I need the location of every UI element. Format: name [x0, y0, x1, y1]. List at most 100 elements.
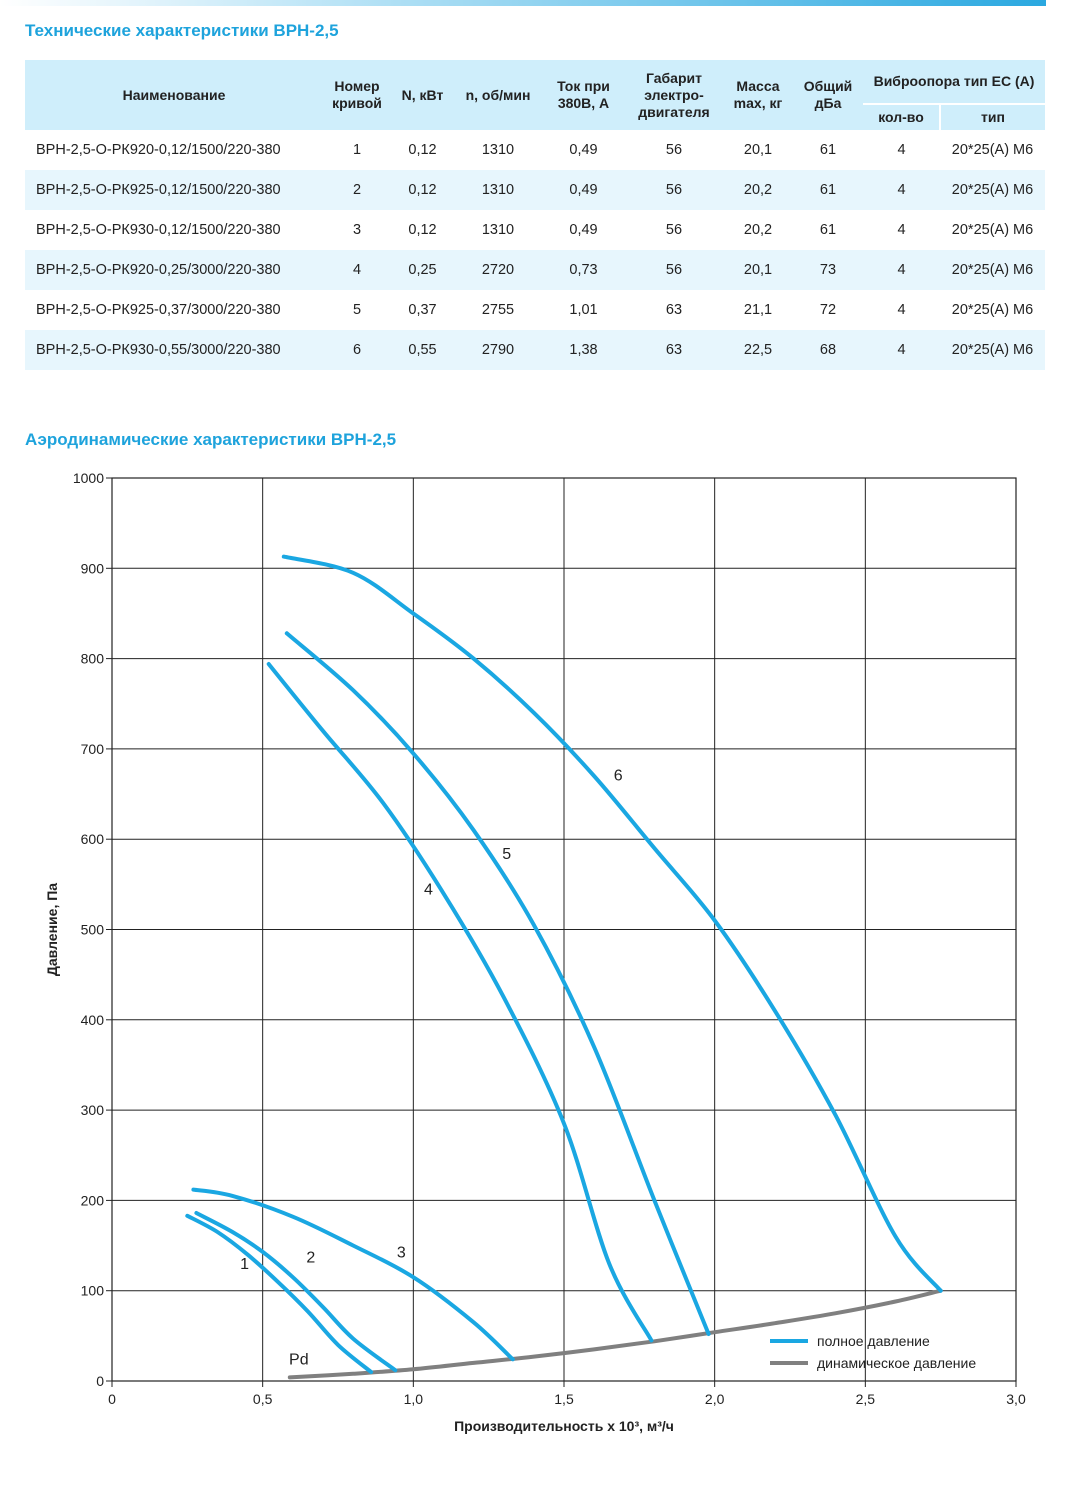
curve-label-6: 6 — [614, 768, 623, 785]
cell-power: 0,37 — [408, 302, 437, 318]
full-pressure-curve-4 — [266, 662, 654, 1343]
cell-curve: 6 — [323, 330, 391, 370]
x-tick-label: 1,5 — [554, 1391, 574, 1407]
spec-table-body: ВРН-2,5-О-РК920-0,12/1500/220-380 1 0,12 13… — [25, 130, 1045, 370]
cell-curve: 2 — [323, 170, 391, 210]
cell-rpm: 2720 — [454, 250, 542, 290]
cell-mass: 20,2 — [723, 170, 793, 210]
col-header-power: N, кВт — [391, 60, 454, 130]
top-accent-bar — [0, 0, 1046, 6]
cell-vibro-type: 20*25(А) М6 — [940, 250, 1045, 290]
cell-current: 0,49 — [569, 222, 598, 238]
curve-label-2: 2 — [306, 1250, 315, 1267]
cell-power: 0,55 — [391, 330, 454, 370]
table-row: ВРН-2,5-О-РК925-0,37/3000/220-380 5 0,37 27… — [25, 290, 1045, 330]
y-tick-label: 900 — [81, 560, 105, 576]
cell-curve: 4 — [323, 250, 391, 290]
cell-vibro-type: 20*25(А) М6 — [940, 170, 1045, 210]
cell-curve: 3 — [352, 222, 362, 238]
cell-motor: 63 — [665, 302, 683, 318]
curve-label-1: 1 — [240, 1256, 249, 1273]
cell-vibro-count: 4 — [897, 142, 906, 158]
curve-label-Pd: Pd — [289, 1352, 309, 1369]
legend-label: динамическое давление — [817, 1355, 976, 1371]
cell-vibro-count: 4 — [897, 302, 906, 318]
cell-noise: 61 — [819, 222, 837, 238]
cell-mass: 20,1 — [723, 250, 793, 290]
x-tick-label: 2,5 — [856, 1391, 876, 1407]
cell-motor: 56 — [665, 142, 683, 158]
cell-current: 1,01 — [569, 302, 598, 318]
cell-noise: 61 — [793, 170, 863, 210]
cell-vibro-type: 20*25(А) М6 — [951, 222, 1034, 238]
cell-name: ВРН-2,5-О-РК920-0,25/3000/220-380 — [25, 250, 323, 290]
cell-vibro-type: 20*25(А) М6 — [940, 330, 1045, 370]
table-row: ВРН-2,5-О-РК920-0,25/3000/220-380 4 0,25 27… — [25, 250, 1045, 290]
y-tick-label: 200 — [81, 1192, 105, 1208]
full-pressure-curve-1 — [185, 1213, 374, 1374]
cell-vibro-type: 20*25(А) М6 — [951, 302, 1034, 318]
table-row: ВРН-2,5-О-РК925-0,12/1500/220-380 2 0,12 13… — [25, 170, 1045, 210]
table-row: ВРН-2,5-О-РК920-0,12/1500/220-380 1 0,12 13… — [25, 130, 1045, 170]
cell-current: 1,38 — [542, 330, 625, 370]
cell-rpm: 1310 — [454, 170, 542, 210]
full-pressure-curve-3 — [191, 1187, 515, 1362]
col-header-rpm: n, об/мин — [454, 60, 542, 130]
col-header-mass: Масса max, кг — [723, 60, 793, 130]
curve-label-3: 3 — [397, 1244, 406, 1261]
cell-noise: 72 — [819, 302, 837, 318]
cell-motor: 56 — [625, 170, 723, 210]
cell-curve: 5 — [352, 302, 362, 318]
dynamic-pressure-curve — [287, 1288, 943, 1380]
cell-current: 0,49 — [542, 170, 625, 210]
cell-motor: 56 — [625, 250, 723, 290]
y-tick-label: 700 — [81, 741, 105, 757]
cell-mass: 21,1 — [743, 302, 773, 318]
spec-table: Наименование Номер кривой N, кВт n, об/м… — [25, 60, 1045, 370]
cell-name: ВРН-2,5-О-РК925-0,37/3000/220-380 — [36, 302, 281, 318]
curve-label-5: 5 — [502, 846, 511, 863]
x-tick-label: 1,0 — [404, 1391, 424, 1407]
cell-noise: 73 — [793, 250, 863, 290]
col-header-vibro-count: кол-во — [863, 103, 941, 130]
cell-mass: 20,1 — [743, 142, 773, 158]
y-tick-label: 800 — [81, 651, 105, 667]
y-tick-label: 600 — [81, 831, 105, 847]
cell-power: 0,12 — [408, 222, 437, 238]
cell-current: 0,73 — [542, 250, 625, 290]
table-row: ВРН-2,5-О-РК930-0,55/3000/220-380 6 0,55 27… — [25, 330, 1045, 370]
cell-rpm: 2755 — [481, 302, 515, 318]
col-header-current: Ток при 380В, А — [542, 60, 625, 130]
x-tick-label: 0,5 — [253, 1391, 273, 1407]
cell-vibro-count: 4 — [863, 330, 940, 370]
curve-label-4: 4 — [424, 881, 433, 898]
col-header-curve: Номер кривой — [323, 60, 391, 130]
col-header-vibro-type: тип — [940, 103, 1045, 130]
cell-vibro-count: 4 — [897, 222, 906, 238]
y-tick-label: 400 — [81, 1012, 105, 1028]
cell-rpm: 1310 — [481, 222, 515, 238]
x-tick-label: 0 — [108, 1391, 116, 1407]
col-header-motor: Габарит электро-двигателя — [625, 60, 723, 130]
x-axis-title: Производительность х 10³, м³/ч — [454, 1418, 674, 1434]
cell-current: 0,49 — [569, 142, 598, 158]
cell-rpm: 2790 — [454, 330, 542, 370]
y-axis-title: Давление, Па — [44, 883, 60, 976]
cell-name: ВРН-2,5-О-РК920-0,12/1500/220-380 — [36, 142, 281, 158]
y-tick-label: 300 — [81, 1102, 105, 1118]
pressure-flow-chart: 0 0,5 1,0 1,5 2,0 2,5 3,0 0 100 200 300 400 500 600 70… — [44, 470, 1026, 1434]
col-header-noise: Общий дБа — [793, 60, 863, 130]
cell-mass: 20,2 — [743, 222, 773, 238]
table-row: ВРН-2,5-О-РК930-0,12/1500/220-380 3 0,12 13… — [25, 210, 1045, 250]
cell-power: 0,12 — [408, 142, 437, 158]
cell-power: 0,12 — [391, 170, 454, 210]
cell-name: ВРН-2,5-О-РК925-0,12/1500/220-380 — [25, 170, 323, 210]
cell-mass: 22,5 — [723, 330, 793, 370]
plot-frame — [111, 477, 1017, 1382]
cell-noise: 61 — [819, 142, 837, 158]
cell-vibro-count: 4 — [863, 250, 940, 290]
col-header-name: Наименование — [25, 60, 323, 130]
cell-rpm: 1310 — [481, 142, 515, 158]
col-header-vibro: Виброопора тип ЕС (А) — [863, 60, 1045, 104]
x-tick-label: 2,0 — [705, 1391, 725, 1407]
